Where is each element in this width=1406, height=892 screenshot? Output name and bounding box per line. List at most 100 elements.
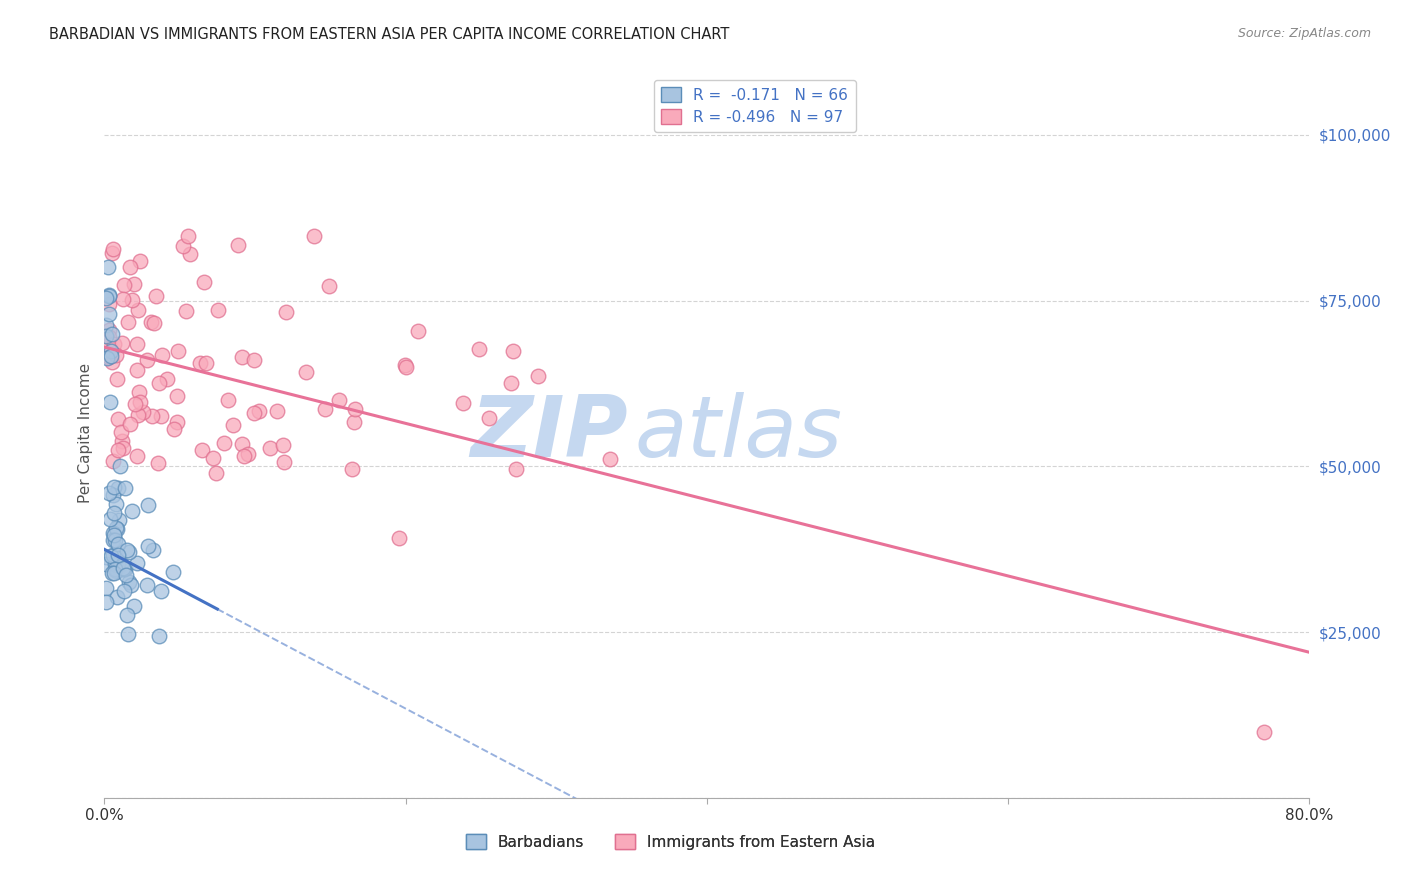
Point	[107, 412, 129, 426]
Point	[107, 513, 129, 527]
Point	[343, 402, 366, 417]
Text: atlas: atlas	[634, 392, 842, 475]
Point	[94, 329, 117, 343]
Point	[388, 532, 411, 546]
Point	[193, 275, 215, 289]
Point	[143, 316, 166, 330]
Point	[98, 395, 121, 409]
Point	[96, 351, 118, 365]
Point	[146, 456, 169, 470]
Text: ZIP: ZIP	[471, 392, 628, 475]
Point	[124, 397, 146, 411]
Point	[166, 389, 188, 403]
Point	[105, 522, 128, 536]
Point	[117, 315, 139, 329]
Point	[105, 591, 128, 605]
Point	[97, 260, 120, 275]
Point	[118, 545, 141, 559]
Point	[273, 455, 295, 469]
Point	[148, 376, 170, 390]
Point	[121, 293, 143, 307]
Point	[243, 406, 266, 420]
Point	[101, 566, 124, 581]
Point	[101, 326, 124, 341]
Point	[271, 438, 294, 452]
Point	[105, 372, 128, 386]
Point	[150, 348, 173, 362]
Point	[101, 246, 124, 260]
Point	[191, 442, 214, 457]
Point	[110, 557, 132, 571]
Point	[121, 504, 143, 518]
Point	[118, 574, 141, 589]
Point	[136, 353, 159, 368]
Point	[101, 533, 124, 547]
Point	[120, 417, 142, 432]
Point	[526, 369, 548, 384]
Point	[103, 337, 125, 351]
Point	[499, 376, 522, 390]
Point	[295, 365, 318, 379]
Point	[468, 342, 491, 356]
Point	[394, 358, 416, 372]
Point	[176, 229, 198, 244]
Point	[247, 403, 270, 417]
Point	[104, 533, 127, 547]
Point	[94, 318, 117, 332]
Point	[94, 549, 117, 564]
Point	[122, 277, 145, 291]
Point	[112, 278, 135, 293]
Point	[142, 543, 165, 558]
Point	[111, 561, 134, 575]
Point	[97, 350, 120, 364]
Point	[314, 401, 336, 416]
Point	[117, 627, 139, 641]
Point	[111, 434, 134, 449]
Point	[103, 243, 125, 257]
Legend: Barbadians, Immigrants from Eastern Asia: Barbadians, Immigrants from Eastern Asia	[460, 829, 882, 856]
Point	[94, 582, 117, 596]
Point	[100, 549, 122, 564]
Point	[122, 599, 145, 614]
Point	[112, 562, 135, 576]
Point	[136, 578, 159, 592]
Point	[266, 403, 288, 417]
Point	[194, 355, 217, 369]
Point	[107, 557, 129, 571]
Point	[94, 558, 117, 572]
Point	[97, 307, 120, 321]
Point	[107, 548, 129, 562]
Point	[207, 302, 229, 317]
Point	[599, 452, 621, 467]
Point	[406, 324, 429, 338]
Point	[1253, 724, 1275, 739]
Text: BARBADIAN VS IMMIGRANTS FROM EASTERN ASIA PER CAPITA INCOME CORRELATION CHART: BARBADIAN VS IMMIGRANTS FROM EASTERN ASI…	[49, 27, 730, 42]
Point	[188, 356, 211, 370]
Point	[103, 479, 125, 493]
Point	[127, 556, 149, 570]
Point	[259, 441, 281, 455]
Point	[97, 288, 120, 302]
Point	[104, 557, 127, 571]
Point	[100, 349, 122, 363]
Point	[97, 337, 120, 351]
Point	[202, 451, 225, 466]
Point	[167, 344, 190, 359]
Point	[105, 521, 128, 535]
Point	[101, 488, 124, 502]
Point	[115, 567, 138, 582]
Point	[97, 485, 120, 500]
Point	[128, 394, 150, 409]
Point	[127, 303, 149, 318]
Point	[127, 408, 149, 422]
Point	[162, 565, 184, 579]
Y-axis label: Per Capita Income: Per Capita Income	[79, 363, 93, 503]
Point	[101, 454, 124, 468]
Point	[343, 415, 366, 429]
Point	[243, 353, 266, 368]
Point	[104, 562, 127, 576]
Point	[100, 355, 122, 369]
Point	[139, 315, 162, 329]
Point	[148, 629, 170, 643]
Point	[114, 481, 136, 495]
